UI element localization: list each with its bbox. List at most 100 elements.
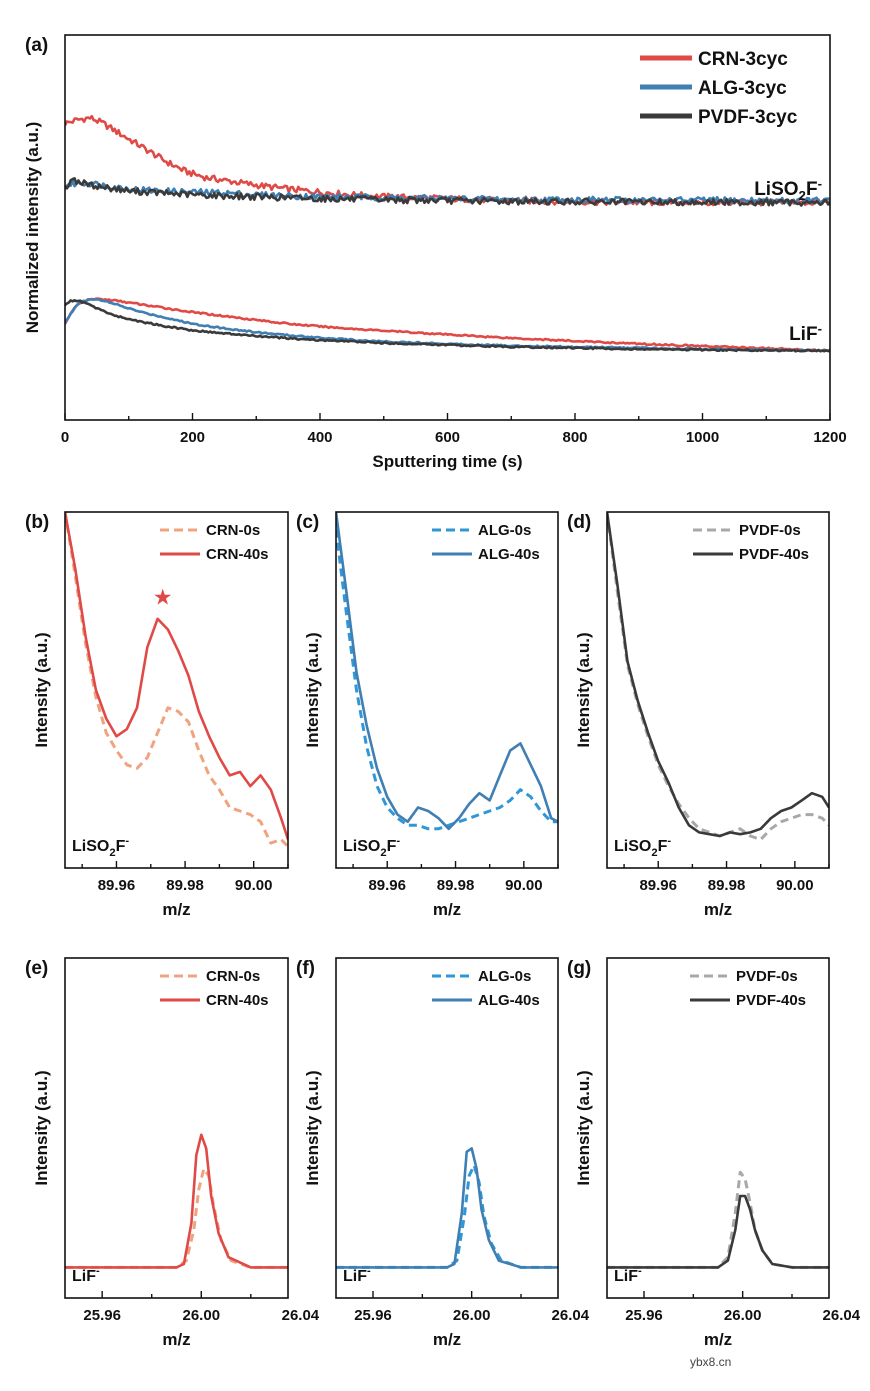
series-line-pvdf-0s — [607, 1170, 829, 1269]
species-sub: 2 — [799, 188, 806, 203]
species-sup: - — [125, 835, 129, 847]
panel-label: (a) — [25, 35, 48, 56]
watermark-text: ybx8.cn — [690, 1355, 731, 1369]
y-axis-title: Intensity (a.u.) — [574, 632, 593, 747]
species-rest: F — [116, 838, 126, 855]
plot-frame — [64, 511, 289, 869]
species-sub: 2 — [380, 847, 386, 859]
species-label: LiF- — [72, 1265, 100, 1285]
legend-label: CRN-40s — [206, 546, 269, 563]
series-line-crn-0s — [65, 1167, 288, 1269]
legend: ALG-0s ALG-40s — [432, 968, 540, 1009]
species-sup: - — [818, 176, 822, 191]
panel-label: (f) — [296, 958, 315, 979]
species-sup: - — [96, 1265, 100, 1277]
chart-panel-e: 25.96 26.00 26.04 m/z Intensity (a.u.) (e) CRN… — [25, 957, 320, 1349]
x-tick-label: 89.96 — [639, 877, 677, 894]
y-axis-title: Intensity (a.u.) — [32, 632, 51, 747]
y-axis-title: Intensity (a.u.) — [32, 1070, 51, 1185]
legend-label: PVDF-0s — [736, 968, 798, 985]
species-sub: 2 — [109, 847, 115, 859]
series-group — [65, 1133, 288, 1269]
legend-label: CRN-0s — [206, 522, 260, 539]
chart-panel-b: 89.96 89.98 90.00 m/z Intensity (a.u.) (b) CRN… — [25, 511, 289, 919]
species-base: LiF — [789, 324, 818, 345]
series-line-alg-40s — [336, 512, 558, 831]
legend-label: ALG-3cyc — [698, 78, 787, 99]
legend-label: PVDF-40s — [739, 546, 809, 563]
y-axis-title: Intensity (a.u.) — [574, 1070, 593, 1185]
x-tick-label: 90.00 — [235, 877, 273, 894]
species-sup: - — [667, 835, 671, 847]
legend: CRN-0s CRN-40s — [160, 522, 269, 563]
species-base: LiF — [614, 1268, 638, 1285]
x-tick-label: 1200 — [813, 429, 846, 446]
x-tick-label: 89.98 — [437, 877, 475, 894]
x-tick-label: 26.04 — [282, 1307, 320, 1324]
series-line-crn-40s — [65, 1133, 288, 1269]
chart-panel-d: 89.96 89.98 90.00 m/z Intensity (a.u.) (d) PVD… — [567, 511, 830, 919]
species-base: LiSO — [754, 179, 798, 200]
x-axis-title: m/z — [162, 900, 190, 919]
legend: PVDF-0s PVDF-40s — [693, 522, 809, 563]
panel-label: (g) — [567, 958, 591, 979]
series-group — [65, 114, 830, 353]
legend-label: CRN-3cyc — [698, 49, 788, 70]
x-tick-label: 1000 — [686, 429, 719, 446]
species-sup: - — [638, 1265, 642, 1277]
series-group — [336, 1147, 558, 1269]
plot-frame — [606, 511, 830, 869]
species-label: LiSO2F- — [614, 835, 671, 859]
x-tick-label: 89.98 — [166, 877, 204, 894]
x-axis-title: m/z — [704, 1330, 732, 1349]
species-rest: F — [806, 179, 818, 200]
series-group — [336, 512, 558, 831]
chart-panel-f: 25.96 26.00 26.04 m/z Intensity (a.u.) (f) ALG… — [296, 957, 590, 1349]
species-label: LiSO2F- — [343, 835, 400, 859]
series-group — [65, 512, 288, 848]
species-base: LiSO — [72, 838, 109, 855]
x-tick-label: 200 — [180, 429, 205, 446]
chart-panel-c: 89.96 89.98 90.00 m/z Intensity (a.u.) (c) ALG… — [296, 511, 559, 919]
species-label: LiSO2F- — [72, 835, 129, 859]
series-group — [607, 1170, 829, 1269]
plot-frame — [606, 957, 830, 1299]
x-tick-label: 90.00 — [505, 877, 543, 894]
species-base: LiF — [72, 1268, 96, 1285]
x-tick-label: 25.96 — [354, 1307, 392, 1324]
legend: ALG-0s ALG-40s — [432, 522, 540, 563]
x-tick-label: 25.96 — [625, 1307, 663, 1324]
legend-label: ALG-40s — [478, 546, 540, 563]
x-axis-title: m/z — [162, 1330, 190, 1349]
species-label: LiF- — [343, 1265, 371, 1285]
series-line-alg-3cyc — [65, 297, 830, 353]
species-sup: - — [396, 835, 400, 847]
x-tick-label: 89.98 — [708, 877, 746, 894]
series-line-alg-40s — [336, 1147, 558, 1269]
plot-frame — [64, 957, 289, 1299]
x-tick-label: 26.00 — [183, 1307, 221, 1324]
legend: CRN-0s CRN-40s — [160, 968, 269, 1009]
plot-frame — [335, 511, 559, 869]
series-line-pvdf-3cyc — [65, 298, 830, 353]
legend-label: ALG-0s — [478, 968, 531, 985]
legend-label: PVDF-40s — [736, 992, 806, 1009]
x-tick-label: 89.96 — [368, 877, 406, 894]
x-axis-title: m/z — [433, 900, 461, 919]
y-axis-title: Normalized intensity (a.u.) — [23, 122, 42, 334]
x-axis-title: Sputtering time (s) — [372, 452, 522, 471]
x-tick-label: 26.00 — [724, 1307, 762, 1324]
x-tick-label: 400 — [307, 429, 332, 446]
x-tick-label: 25.96 — [83, 1307, 121, 1324]
species-label: LiF- — [614, 1265, 642, 1285]
legend-label: PVDF-0s — [739, 522, 801, 539]
panel-label: (d) — [567, 512, 591, 533]
legend-label: ALG-0s — [478, 522, 531, 539]
x-tick-label: 26.00 — [453, 1307, 491, 1324]
series-line-crn-40s — [65, 512, 288, 840]
species-sup: - — [367, 1265, 371, 1277]
panel-label: (c) — [296, 512, 319, 533]
x-tick-label: 26.04 — [823, 1307, 861, 1324]
species-base: LiF — [343, 1268, 367, 1285]
x-axis-title: m/z — [704, 900, 732, 919]
